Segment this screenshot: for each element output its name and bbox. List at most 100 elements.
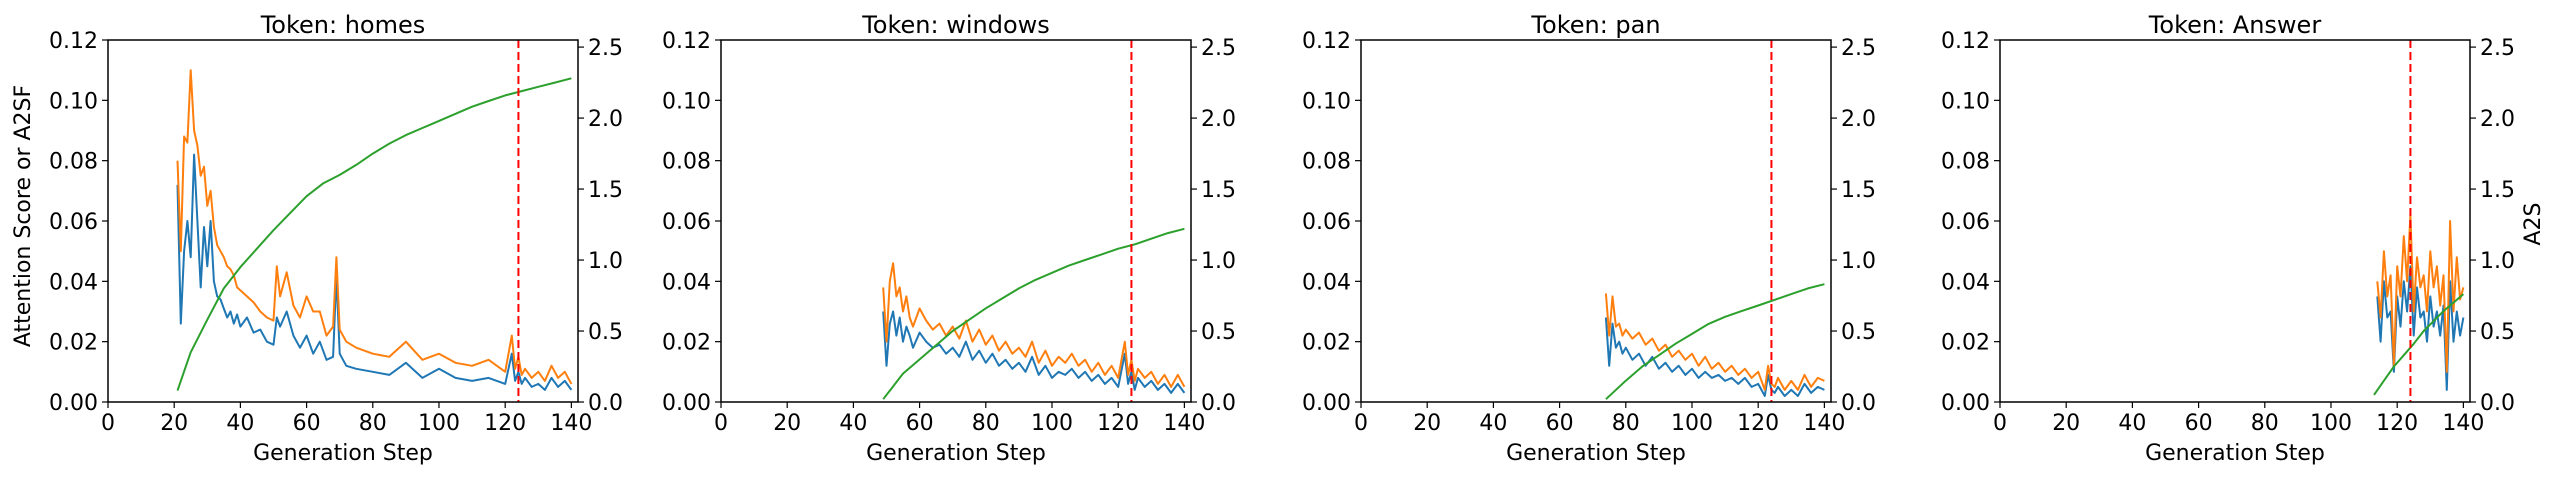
x-tick-label: 80 [2251,411,2279,436]
y2-tick-label: 2.0 [1201,107,1236,132]
x-tick-label: 120 [1737,411,1779,436]
x-tick-label: 80 [359,411,387,436]
y2-tick-label: 2.0 [1841,107,1876,132]
y-tick-label: 0.02 [1302,331,1351,356]
y-tick-label: 0.06 [1941,210,1990,235]
x-tick-label: 0 [1354,411,1368,436]
y-tick-label: 0.00 [662,391,711,416]
x-tick-label: 0 [101,411,115,436]
y-tick-label: 0.08 [1302,150,1351,175]
x-tick-label: 140 [1803,411,1845,436]
x-tick-label: 120 [484,411,526,436]
y-tick-label: 0.00 [49,391,98,416]
y-tick-label: 0.04 [1302,270,1351,295]
series-line-2-2 [882,262,1186,388]
plot-frame [1999,39,2471,403]
x-tick-label: 120 [2376,411,2418,436]
x-tick-label: 80 [972,411,1000,436]
series-line-4-3 [2373,293,2465,396]
y2-tick-label: 0.5 [588,320,623,345]
y2-tick-label: 1.5 [2480,178,2515,203]
panel-title: Token: homes [260,11,426,39]
x-tick-label: 40 [226,411,254,436]
x-tick-label: 60 [293,411,321,436]
y-tick-label: 0.02 [1941,331,1990,356]
x-tick-label: 60 [1546,411,1574,436]
panel-title: Token: windows [861,11,1050,39]
y-tick-label: 0.12 [662,29,711,54]
y2-tick-label: 1.0 [1841,249,1876,274]
x-tick-label: 100 [418,411,460,436]
y2-tick-label: 0.5 [1841,320,1876,345]
y-tick-label: 0.06 [1302,210,1351,235]
y-tick-label: 0.10 [49,89,98,114]
y-tick-label: 0.00 [1941,391,1990,416]
series-line-2-1 [882,310,1186,394]
y-tick-label: 0.04 [1941,270,1990,295]
x-tick-label: 120 [1097,411,1139,436]
series-line-1-3 [176,77,572,391]
panel-title: Token: Answer [2148,11,2322,39]
series-line-3-3 [1605,283,1825,400]
y2-tick-label: 0.0 [2480,391,2515,416]
series-line-3-1 [1604,317,1825,397]
y2-tick-label: 1.0 [588,249,623,274]
y-tick-label: 0.12 [1302,29,1351,54]
x-tick-label: 20 [773,411,801,436]
x-axis-label: Generation Step [1506,441,1686,466]
series-line-4-2 [2376,214,2465,373]
y2-tick-label: 2.5 [588,36,623,61]
series-line-3-2 [1604,293,1825,391]
x-tick-label: 20 [2052,411,2080,436]
x-tick-label: 60 [2185,411,2213,436]
panel-title: Token: pan [1530,11,1660,39]
y-tick-label: 0.06 [662,210,711,235]
y-tick-label: 0.12 [49,29,98,54]
series-line-2-3 [882,227,1185,400]
y2-tick-label: 2.5 [2480,36,2515,61]
x-tick-label: 40 [839,411,867,436]
left-axis-ylabel: Attention Score or A2SF [11,85,36,347]
x-tick-label: 140 [550,411,592,436]
y-tick-label: 0.08 [49,150,98,175]
x-axis-label: Generation Step [253,441,433,466]
x-tick-label: 100 [2310,411,2352,436]
y2-tick-label: 1.5 [588,178,623,203]
y2-tick-label: 2.0 [588,107,623,132]
x-tick-label: 40 [1479,411,1507,436]
series-line-1-1 [176,153,573,391]
x-tick-label: 0 [1993,411,2007,436]
y2-tick-label: 0.5 [1201,320,1236,345]
x-tick-label: 140 [2442,411,2484,436]
y-tick-label: 0.04 [49,270,98,295]
y2-tick-label: 2.5 [1841,36,1876,61]
y2-tick-label: 1.0 [1201,249,1236,274]
y-tick-label: 0.10 [662,89,711,114]
y-tick-label: 0.04 [662,270,711,295]
x-axis-label: Generation Step [2145,441,2325,466]
x-axis-label: Generation Step [866,441,1046,466]
x-tick-label: 40 [2118,411,2146,436]
x-tick-label: 100 [1031,411,1073,436]
y2-tick-label: 0.5 [2480,320,2515,345]
y2-tick-label: 2.0 [2480,107,2515,132]
right-axis-ylabel: A2S [2521,202,2546,245]
y-tick-label: 0.02 [662,331,711,356]
y2-tick-label: 0.0 [1201,391,1236,416]
y2-tick-label: 0.0 [588,391,623,416]
y-tick-label: 0.00 [1302,391,1351,416]
x-tick-label: 20 [1413,411,1441,436]
y-tick-label: 0.10 [1302,89,1351,114]
y2-tick-label: 1.0 [2480,249,2515,274]
x-tick-label: 20 [160,411,188,436]
x-tick-label: 80 [1612,411,1640,436]
plot-frame [1360,39,1832,403]
series-line-1-2 [176,69,573,385]
x-tick-label: 60 [906,411,934,436]
y-tick-label: 0.06 [49,210,98,235]
y-tick-label: 0.08 [662,150,711,175]
y-tick-label: 0.08 [1941,150,1990,175]
y2-tick-label: 1.5 [1841,178,1876,203]
plot-frame [720,39,1192,403]
